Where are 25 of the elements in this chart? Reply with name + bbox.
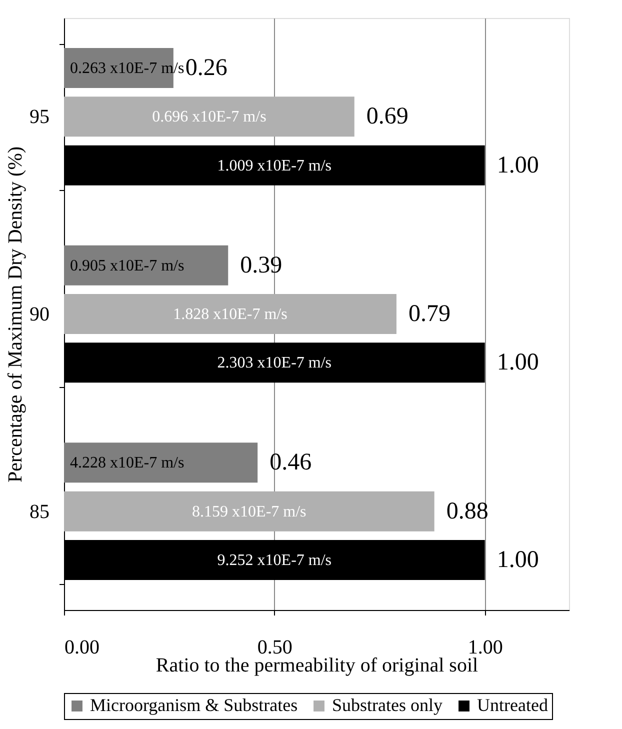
data-label: 1.00 [496,547,539,574]
annotation: 4.228 x10E-7 m/s [70,454,184,472]
y-axis-title: Percentage of Maximum Dry Density (%) [4,146,26,483]
legend-label: Substrates only [332,695,442,715]
annotation: 1.828 x10E-7 m/s [173,306,288,323]
y-tick-label: 85 [30,500,50,523]
data-label: 0.39 [240,252,282,278]
annotation: 2.303 x10E-7 m/s [217,354,332,372]
legend-label: Microorganism & Substrates [90,695,298,715]
data-label: 0.79 [408,301,450,327]
data-label: 0.26 [185,54,228,81]
annotation: 1.009 x10E-7 m/s [217,157,332,174]
annotation: 9.252 x10E-7 m/s [217,552,332,570]
data-label: 0.69 [366,104,408,130]
x-tick-label: 0.00 [64,636,100,658]
y-tick-label: 90 [30,304,50,326]
legend-label: Untreated [477,695,548,715]
annotation: 0.905 x10E-7 m/s [70,257,184,274]
data-label: 1.00 [496,152,539,178]
y-tick-label: 95 [30,106,50,128]
annotation: 0.696 x10E-7 m/s [152,108,266,126]
data-label: 0.46 [270,450,312,476]
data-label: 1.00 [496,350,539,376]
annotation: 8.159 x10E-7 m/s [192,503,306,520]
data-label: 0.88 [446,498,488,524]
